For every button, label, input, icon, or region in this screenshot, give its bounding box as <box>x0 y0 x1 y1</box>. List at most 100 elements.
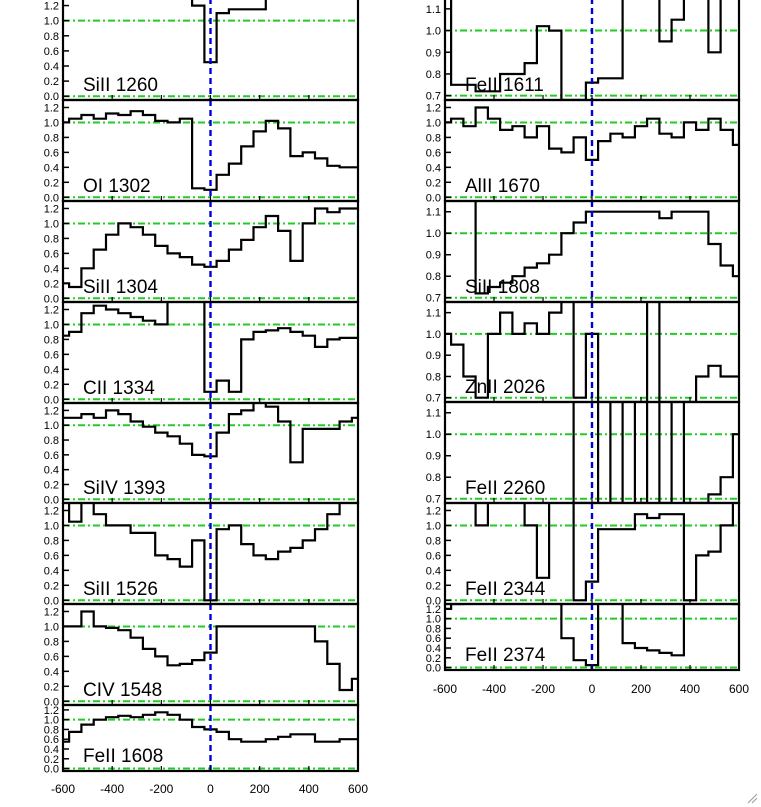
panel-alii-1670: 0.0 0.2 0.4 0.6 0.8 1.0 1.2 AlII 1670 <box>426 98 741 204</box>
spectrum-feii-1608 <box>63 711 358 743</box>
y-tick-label-civ-1548: 1.0 <box>44 621 59 633</box>
spectrum-alii-1670 <box>445 106 739 161</box>
y-tick-label-siii-1304: 1.2 <box>44 203 59 215</box>
y-tick-label-feii-2374: 0.4 <box>426 643 441 655</box>
x-tick-label-600: 600 <box>348 782 368 796</box>
ion-label-feii-2260: FeII 2260 <box>465 478 545 499</box>
y-tick-label-siiv-1393: 0.0 <box>44 494 59 506</box>
y-tick-label-civ-1548: 0.6 <box>44 651 59 663</box>
y-tick-label-civ-1548: 0.0 <box>44 696 59 708</box>
y-tick-label-siiv-1393: 0.6 <box>44 450 59 462</box>
panel-feii-2260: 0.7 0.8 0.9 1.0 1.1 FeII 2260 <box>426 400 741 506</box>
y-tick-label-siii-1260: 1.0 <box>44 16 59 28</box>
ion-label-siii-1260: SiII 1260 <box>83 75 158 96</box>
y-tick-label-alii-1670: 1.2 <box>426 102 441 114</box>
y-tick-label-siii-1808: 0.8 <box>426 271 441 283</box>
spectrum-siii-1808 <box>474 201 739 295</box>
y-tick-label-feii-2374: 1.2 <box>426 604 441 616</box>
panel-siii-1304: 0.0 0.2 0.4 0.6 0.8 1.0 1.2 SiII 1304 <box>44 199 360 305</box>
y-tick-label-feii-1608: 0.0 <box>44 764 59 776</box>
y-tick-label-siiv-1393: 1.0 <box>44 420 59 432</box>
x-tick-label-400: 400 <box>299 782 319 796</box>
spectrum-feii-2260 <box>572 402 739 503</box>
y-tick-label-cii-1334: 0.6 <box>44 349 59 361</box>
ion-label-znii-2026: ZnII 2026 <box>465 377 545 398</box>
y-tick-label-feii-2260: 0.7 <box>426 494 441 506</box>
y-tick-label-siii-1526: 0.0 <box>44 595 59 607</box>
y-tick-label-siiv-1393: 1.2 <box>44 405 59 417</box>
y-tick-label-znii-2026: 1.1 <box>426 308 441 320</box>
y-tick-label-siii-1304: 0.2 <box>44 278 59 290</box>
y-tick-label-feii-1608: 1.0 <box>44 715 59 727</box>
y-tick-label-siii-1260: 0.2 <box>44 76 59 88</box>
y-tick-label-feii-1608: 0.2 <box>44 754 59 766</box>
ion-label-oi-1302: OI 1302 <box>83 176 151 197</box>
y-tick-label-feii-1611: 1.0 <box>426 26 441 38</box>
y-tick-label-siii-1304: 0.8 <box>44 233 59 245</box>
panel-feii-1611: 0.7 0.8 0.9 1.0 1.1 FeII 1611 <box>426 0 741 103</box>
y-tick-label-siii-1808: 0.7 <box>426 293 441 305</box>
x-tick-label-600: -600 <box>51 782 75 796</box>
y-tick-label-siii-1260: 0.8 <box>44 31 59 43</box>
y-tick-label-siii-1260: 0.6 <box>44 46 59 58</box>
y-tick-label-cii-1334: 0.8 <box>44 334 59 346</box>
y-tick-label-feii-1608: 1.2 <box>44 705 59 717</box>
ion-label-feii-2374: FeII 2374 <box>465 645 546 666</box>
y-tick-label-alii-1670: 0.6 <box>426 147 441 159</box>
ion-label-feii-1608: FeII 1608 <box>83 746 163 767</box>
y-tick-label-feii-2374: 0.0 <box>426 663 441 675</box>
y-tick-label-feii-2344: 0.6 <box>426 550 441 562</box>
y-tick-label-feii-2374: 0.8 <box>426 623 441 635</box>
y-tick-label-feii-1608: 0.4 <box>44 744 59 756</box>
y-tick-label-siii-1808: 0.9 <box>426 250 441 262</box>
y-tick-label-feii-2344: 1.0 <box>426 520 441 532</box>
panel-feii-1608: 0.00.20.40.60.81.01.2 FeII 1608 <box>44 703 360 776</box>
y-tick-label-znii-2026: 0.9 <box>426 350 441 362</box>
ion-label-siii-1808: SiII 1808 <box>465 277 540 298</box>
y-tick-label-feii-1611: 1.1 <box>426 4 441 16</box>
x-tick-label-200: -200 <box>149 782 173 796</box>
y-tick-label-oi-1302: 0.0 <box>44 192 59 204</box>
y-tick-label-oi-1302: 0.6 <box>44 147 59 159</box>
ion-label-siii-1304: SiII 1304 <box>83 277 158 298</box>
y-tick-label-feii-2344: 0.4 <box>426 565 441 577</box>
y-tick-label-siii-1808: 1.1 <box>426 207 441 219</box>
x-tick-label-400: -400 <box>100 782 124 796</box>
x-tick-label-400: -400 <box>482 682 506 696</box>
y-tick-label-znii-2026: 0.8 <box>426 371 441 383</box>
spectrum-oi-1302 <box>63 110 358 191</box>
x-tick-label-200: 200 <box>250 782 270 796</box>
spectrum-cii-1334 <box>63 302 358 393</box>
y-tick-label-alii-1670: 0.0 <box>426 192 441 204</box>
y-tick-label-siii-1526: 1.0 <box>44 520 59 532</box>
y-tick-label-cii-1334: 0.2 <box>44 379 59 391</box>
y-tick-label-siii-1808: 1.0 <box>426 228 441 240</box>
y-tick-label-alii-1670: 1.0 <box>426 117 441 129</box>
y-tick-label-oi-1302: 1.0 <box>44 117 59 129</box>
y-tick-label-siii-1304: 0.0 <box>44 293 59 305</box>
y-tick-label-siii-1526: 1.2 <box>44 505 59 517</box>
y-tick-label-alii-1670: 0.4 <box>426 162 441 174</box>
y-tick-label-feii-2260: 0.9 <box>426 451 441 463</box>
y-tick-label-feii-2374: 1.0 <box>426 614 441 626</box>
resize-grip-icon[interactable] <box>747 793 758 804</box>
y-tick-label-siii-1304: 0.6 <box>44 248 59 260</box>
y-tick-label-siii-1526: 0.8 <box>44 535 59 547</box>
y-tick-label-civ-1548: 0.2 <box>44 681 59 693</box>
y-tick-label-feii-2260: 1.1 <box>426 408 441 420</box>
y-tick-label-siii-1526: 0.4 <box>44 565 59 577</box>
y-tick-label-feii-2374: 0.6 <box>426 633 441 645</box>
y-tick-label-feii-2344: 0.0 <box>426 595 441 607</box>
x-tick-label-200: -200 <box>531 682 555 696</box>
x-tick-label-400: 400 <box>680 682 700 696</box>
spectrum-siii-1260 <box>191 0 267 64</box>
panel-siii-1260: 0.0 0.2 0.4 0.6 0.8 1.0 1.2 SiII 1260 <box>44 0 360 103</box>
y-tick-label-oi-1302: 0.4 <box>44 162 59 174</box>
y-tick-label-cii-1334: 1.0 <box>44 319 59 331</box>
panel-feii-2374: 0.00.20.40.60.81.01.2 FeII 2374 <box>426 602 741 675</box>
spectrum-feii-2374 <box>445 604 739 667</box>
y-tick-label-feii-2344: 0.8 <box>426 535 441 547</box>
y-tick-label-siii-1260: 1.2 <box>44 1 59 13</box>
